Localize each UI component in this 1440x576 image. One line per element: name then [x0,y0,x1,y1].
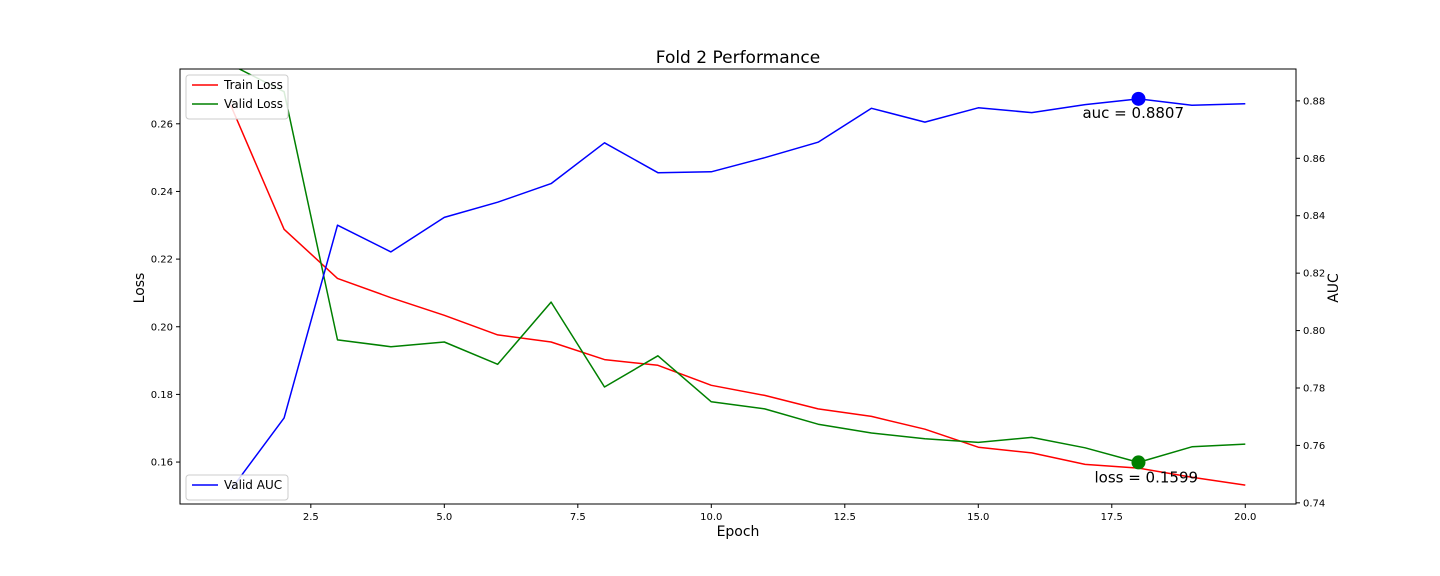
y-right-tick-label: 0.80 [1303,326,1325,337]
legend-loss [185,74,289,120]
annotation-label: auc = 0.8807 [1082,104,1184,122]
x-tick-label: 12.5 [834,512,856,523]
y-right-tick-label: 0.76 [1303,441,1325,452]
x-tick-label: 7.5 [570,512,586,523]
y-right-tick-label: 0.82 [1303,269,1325,280]
annotation-marker [1131,91,1146,106]
series-line-valid-auc [230,98,1246,491]
y-right-tick-label: 0.86 [1303,154,1325,165]
x-tick-label: 20.0 [1234,512,1256,523]
x-tick-label: 10.0 [700,512,722,523]
y-left-tick-label: 0.22 [151,255,173,266]
y-axis-label-right: AUC [1326,273,1342,303]
legend-auc [185,474,289,501]
y-left-tick-label: 0.24 [151,187,173,198]
series-line-train-loss [230,104,1246,486]
chart-title: Fold 2 Performance [656,48,820,68]
x-tick-label: 2.5 [303,512,319,523]
x-tick-label: 15.0 [967,512,989,523]
y-right-tick-label: 0.74 [1303,498,1325,509]
legend-label: Valid AUC [224,478,282,492]
legend-label: Train Loss [223,78,283,92]
series-line-valid-loss [237,69,1246,464]
annotation-label: loss = 0.1599 [1094,468,1198,486]
x-tick-label: 17.5 [1101,512,1123,523]
y-axis-label-left: Loss [132,273,148,304]
y-left-tick-label: 0.18 [151,390,173,401]
y-left-tick-label: 0.26 [151,119,173,130]
x-axis-label: Epoch [717,524,760,540]
x-tick-label: 5.0 [436,512,452,523]
legend-label: Valid Loss [224,97,283,111]
y-right-tick-label: 0.84 [1303,211,1325,222]
y-left-tick-label: 0.20 [151,322,173,333]
y-right-tick-label: 0.78 [1303,384,1325,395]
annotation-marker [1131,455,1146,470]
y-right-tick-label: 0.88 [1303,96,1325,107]
plot-frame [179,68,1297,505]
y-left-tick-label: 0.16 [151,458,173,469]
